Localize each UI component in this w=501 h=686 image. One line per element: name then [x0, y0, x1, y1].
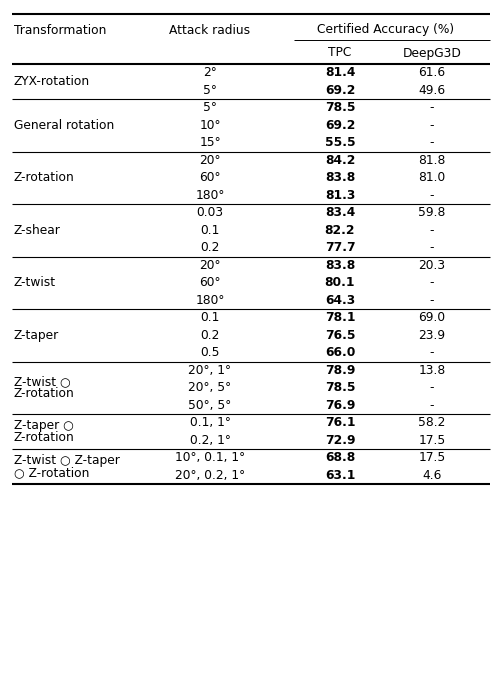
Text: 83.8: 83.8: [324, 172, 354, 185]
Text: 20.3: 20.3: [418, 259, 445, 272]
Text: 0.1, 1°: 0.1, 1°: [189, 416, 230, 429]
Text: 58.2: 58.2: [417, 416, 445, 429]
Text: 59.8: 59.8: [417, 206, 445, 220]
Text: Transformation: Transformation: [14, 23, 106, 36]
Text: 82.2: 82.2: [324, 224, 355, 237]
Text: 0.1: 0.1: [200, 224, 219, 237]
Text: 76.1: 76.1: [324, 416, 355, 429]
Text: 77.7: 77.7: [324, 241, 355, 255]
Text: 55.5: 55.5: [324, 137, 355, 150]
Text: Z-twist ○ Z-taper: Z-twist ○ Z-taper: [14, 454, 120, 467]
Text: 78.5: 78.5: [324, 381, 355, 394]
Text: 20°: 20°: [199, 259, 220, 272]
Text: 0.2: 0.2: [200, 241, 219, 255]
Text: Z-twist: Z-twist: [14, 276, 56, 289]
Text: 76.9: 76.9: [324, 399, 355, 412]
Text: 68.8: 68.8: [324, 451, 354, 464]
Text: 15°: 15°: [199, 137, 220, 150]
Text: 49.6: 49.6: [418, 84, 445, 97]
Text: 17.5: 17.5: [417, 451, 445, 464]
Text: 13.8: 13.8: [417, 364, 445, 377]
Text: 5°: 5°: [203, 84, 216, 97]
Text: 69.2: 69.2: [324, 119, 355, 132]
Text: 2°: 2°: [203, 67, 216, 80]
Text: -: -: [429, 346, 433, 359]
Text: 81.3: 81.3: [324, 189, 355, 202]
Text: -: -: [429, 224, 433, 237]
Text: -: -: [429, 241, 433, 255]
Text: 180°: 180°: [195, 189, 224, 202]
Text: -: -: [429, 381, 433, 394]
Text: 60°: 60°: [199, 172, 220, 185]
Text: 0.5: 0.5: [200, 346, 219, 359]
Text: Certified Accuracy (%): Certified Accuracy (%): [317, 23, 454, 36]
Text: 20°, 5°: 20°, 5°: [188, 381, 231, 394]
Text: 66.0: 66.0: [324, 346, 355, 359]
Text: General rotation: General rotation: [14, 119, 114, 132]
Text: -: -: [429, 399, 433, 412]
Text: Z-taper: Z-taper: [14, 329, 59, 342]
Text: Attack radius: Attack radius: [169, 23, 250, 36]
Text: DeepG3D: DeepG3D: [402, 47, 460, 60]
Text: 23.9: 23.9: [418, 329, 445, 342]
Text: 10°, 0.1, 1°: 10°, 0.1, 1°: [174, 451, 244, 464]
Text: Z-shear: Z-shear: [14, 224, 61, 237]
Text: 61.6: 61.6: [418, 67, 445, 80]
Text: Z-rotation: Z-rotation: [14, 431, 75, 444]
Text: 69.0: 69.0: [418, 311, 445, 324]
Text: 81.8: 81.8: [417, 154, 445, 167]
Text: -: -: [429, 189, 433, 202]
Text: ○ Z-rotation: ○ Z-rotation: [14, 466, 89, 479]
Text: -: -: [429, 119, 433, 132]
Text: 81.4: 81.4: [324, 67, 355, 80]
Text: -: -: [429, 137, 433, 150]
Text: Z-rotation: Z-rotation: [14, 388, 75, 400]
Text: -: -: [429, 276, 433, 289]
Text: ZYX-rotation: ZYX-rotation: [14, 75, 90, 88]
Text: 4.6: 4.6: [421, 469, 441, 482]
Text: 20°, 1°: 20°, 1°: [188, 364, 231, 377]
Text: -: -: [429, 294, 433, 307]
Text: 0.03: 0.03: [196, 206, 223, 220]
Text: 76.5: 76.5: [324, 329, 355, 342]
Text: 20°, 0.2, 1°: 20°, 0.2, 1°: [174, 469, 244, 482]
Text: 64.3: 64.3: [324, 294, 354, 307]
Text: 17.5: 17.5: [417, 434, 445, 447]
Text: 63.1: 63.1: [324, 469, 355, 482]
Text: 0.2, 1°: 0.2, 1°: [189, 434, 230, 447]
Text: 60°: 60°: [199, 276, 220, 289]
Text: 10°: 10°: [199, 119, 220, 132]
Text: 78.9: 78.9: [324, 364, 355, 377]
Text: 78.5: 78.5: [324, 102, 355, 115]
Text: 20°: 20°: [199, 154, 220, 167]
Text: 180°: 180°: [195, 294, 224, 307]
Text: Z-taper ○: Z-taper ○: [14, 419, 74, 432]
Text: Z-twist ○: Z-twist ○: [14, 375, 71, 388]
Text: 72.9: 72.9: [324, 434, 355, 447]
Text: 5°: 5°: [203, 102, 216, 115]
Text: 83.4: 83.4: [324, 206, 354, 220]
Text: 69.2: 69.2: [324, 84, 355, 97]
Text: 50°, 5°: 50°, 5°: [188, 399, 231, 412]
Text: -: -: [429, 102, 433, 115]
Text: 78.1: 78.1: [324, 311, 355, 324]
Text: 80.1: 80.1: [324, 276, 355, 289]
Text: 0.1: 0.1: [200, 311, 219, 324]
Text: 84.2: 84.2: [324, 154, 355, 167]
Text: Z-rotation: Z-rotation: [14, 172, 75, 185]
Text: 83.8: 83.8: [324, 259, 354, 272]
Text: 0.2: 0.2: [200, 329, 219, 342]
Text: TPC: TPC: [328, 47, 351, 60]
Text: 81.0: 81.0: [417, 172, 445, 185]
